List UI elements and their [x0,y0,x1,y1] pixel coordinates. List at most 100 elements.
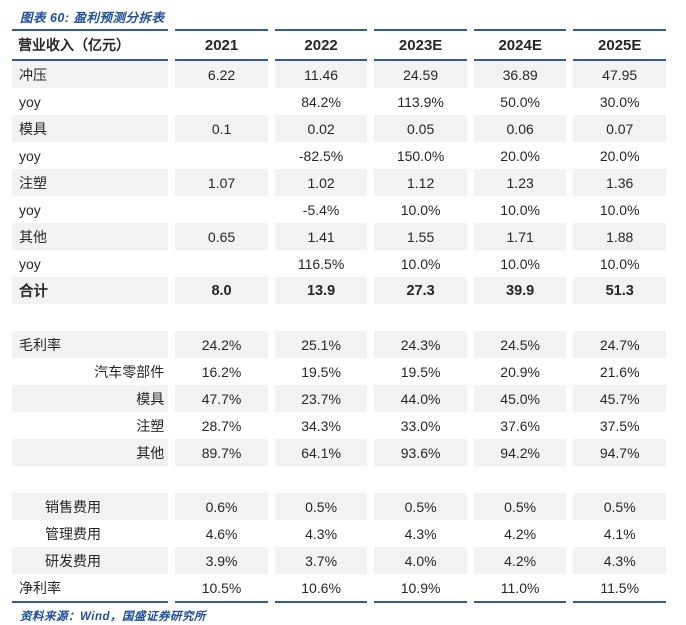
row-label: 研发费用 [12,547,169,574]
row-label: 销售费用 [12,493,169,520]
cell-value: 1.02 [274,169,368,196]
cell-value: 19.5% [400,363,441,380]
empty-cell [473,466,567,493]
cell-value: 1.88 [573,223,666,250]
row-label: 注塑 [12,169,169,196]
table-row: 模具 47.7% 23.7% 44.0% 45.0% 45.7% [12,385,666,412]
cell-value: 94.7% [573,439,666,466]
cell-value: 10.0% [599,255,640,272]
cell-value: 45.7% [573,385,666,412]
cell-value: 116.5% [297,255,345,272]
cell-value: 89.7% [175,439,268,466]
cell-value: 0.05 [374,115,467,142]
cell-value: 113.9% [397,93,444,110]
cell-value: 3.7% [274,547,368,574]
table-row: yoy -5.4% 10.0% 10.0% 10.0% [12,196,666,223]
source-note: 资料来源：Wind，国盛证券研究所 [20,611,206,623]
row-label: 管理费用 [45,525,101,542]
row-label: 冲压 [12,61,169,88]
cell-value: 10.0% [500,255,540,272]
profit-forecast-table: 营业收入（亿元） 2021 2022 2023E 2024E 2025E 冲压 6.22 11… [5,29,673,603]
table-row: 模具 0.1 0.02 0.05 0.06 0.07 [12,115,666,142]
table-row: 毛利率 24.2% 25.1% 24.3% 24.5% 24.7% [12,331,666,358]
cell-value: 0.02 [274,115,368,142]
cell-value: -5.4% [302,201,340,218]
header-row: 营业收入（亿元） 2021 2022 2023E 2024E 2025E [12,29,666,61]
cell-value: 11.0% [473,574,567,603]
empty-cell [573,466,666,493]
cell-value: 6.22 [175,61,268,88]
cell-value: 1.12 [374,169,467,196]
row-label: 汽车零部件 [94,363,165,380]
empty-cell [175,466,268,493]
cell-value: 51.3 [573,277,666,304]
cell-value: 1.41 [274,223,368,250]
cell-value: 0.5% [274,493,368,520]
row-label: 注塑 [136,417,165,434]
cell-value: 8.0 [175,277,268,304]
row-label: yoy [19,255,41,272]
empty-cell [175,304,268,331]
empty-cell [573,304,666,331]
cell-value: 4.2% [473,547,567,574]
table-row: yoy 116.5% 10.0% 10.0% 10.0% [12,250,666,277]
table-row: yoy 84.2% 113.9% 50.0% 30.0% [12,88,666,115]
cell-value: 64.1% [274,439,368,466]
cell-value: 0.1 [175,115,268,142]
row-label: 净利率 [12,574,169,603]
cell-value: 4.6% [205,525,238,542]
cell-value: 1.71 [473,223,567,250]
empty-cell [12,304,169,331]
row-label: 模具 [12,385,169,412]
table-row: 管理费用 4.6% 4.3% 4.3% 4.2% 4.1% [12,520,666,547]
table-row: 其他 0.65 1.41 1.55 1.71 1.88 [12,223,666,250]
cell-value: 36.89 [473,61,567,88]
cell-value: 10.0% [400,255,441,272]
cell-value: 24.5% [473,331,567,358]
row-label: 合计 [12,277,169,304]
cell-value: 24.7% [573,331,666,358]
spacer-row [12,304,666,331]
row-label: yoy [19,147,41,164]
cell-value: 47.95 [573,61,666,88]
cell-value: 4.3% [573,547,666,574]
column-header-label: 营业收入（亿元） [12,29,169,61]
cell-value: 10.0% [500,201,540,218]
cell-value: 4.1% [603,525,636,542]
row-label: yoy [19,201,41,218]
cell-value: 20.9% [500,363,540,380]
cell-value: 0.6% [175,493,268,520]
cell-value [175,142,268,169]
empty-cell [374,466,467,493]
column-header-year: 2022 [274,29,368,61]
cell-value: 11.46 [274,61,368,88]
table-row: 合计 8.0 13.9 27.3 39.9 51.3 [12,277,666,304]
cell-value: 28.7% [201,417,242,434]
cell-value: 47.7% [175,385,268,412]
table-header: 营业收入（亿元） 2021 2022 2023E 2024E 2025E [12,29,666,61]
empty-cell [12,466,169,493]
cell-value: 37.6% [500,417,540,434]
cell-value: 94.2% [473,439,567,466]
cell-value: 19.5% [301,363,341,380]
cell-value: 4.2% [504,525,537,542]
spacer-row [12,466,666,493]
table-row: 注塑 1.07 1.02 1.12 1.23 1.36 [12,169,666,196]
cell-value: 1.36 [573,169,666,196]
cell-value: 44.0% [374,385,467,412]
row-label: 其他 [12,223,169,250]
cell-value: 11.5% [573,574,666,603]
cell-value: 24.59 [374,61,467,88]
cell-value: 10.6% [274,574,368,603]
cell-value: 4.3% [305,525,338,542]
cell-value: 0.65 [175,223,268,250]
cell-value: 30.0% [599,93,640,110]
cell-value: 84.2% [301,93,341,110]
cell-value: 4.0% [374,547,467,574]
table-row: 注塑 28.7% 34.3% 33.0% 37.6% 37.5% [12,412,666,439]
empty-cell [374,304,467,331]
column-header-year: 2024E [473,29,567,61]
row-label: 毛利率 [12,331,169,358]
cell-value: 20.0% [599,147,640,164]
